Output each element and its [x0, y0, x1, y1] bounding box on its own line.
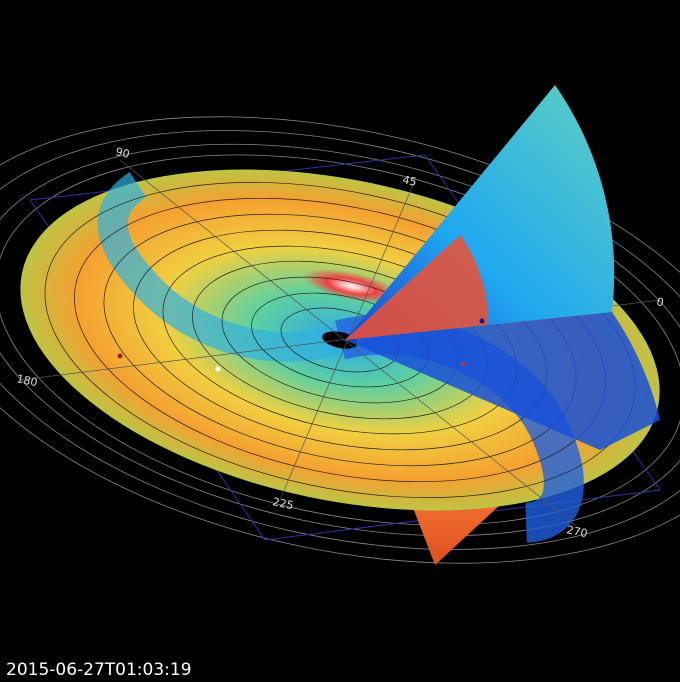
spacecraft — [479, 318, 485, 324]
timestamp: 2015-06-27T01:03:19 — [6, 660, 192, 680]
planet — [461, 362, 465, 366]
angle-label: 45 — [401, 173, 417, 189]
angle-label: 0 — [655, 295, 665, 309]
planet — [117, 353, 123, 359]
angle-label: 270 — [565, 523, 588, 540]
angle-label: 225 — [271, 495, 294, 512]
lower-wedge — [410, 500, 500, 565]
vertical-fan — [345, 85, 615, 340]
fan-core — [345, 235, 489, 340]
angle-label: 180 — [15, 372, 38, 389]
angle-label: 90 — [114, 145, 130, 161]
planet — [215, 366, 221, 372]
ecliptic-fan — [345, 312, 660, 450]
